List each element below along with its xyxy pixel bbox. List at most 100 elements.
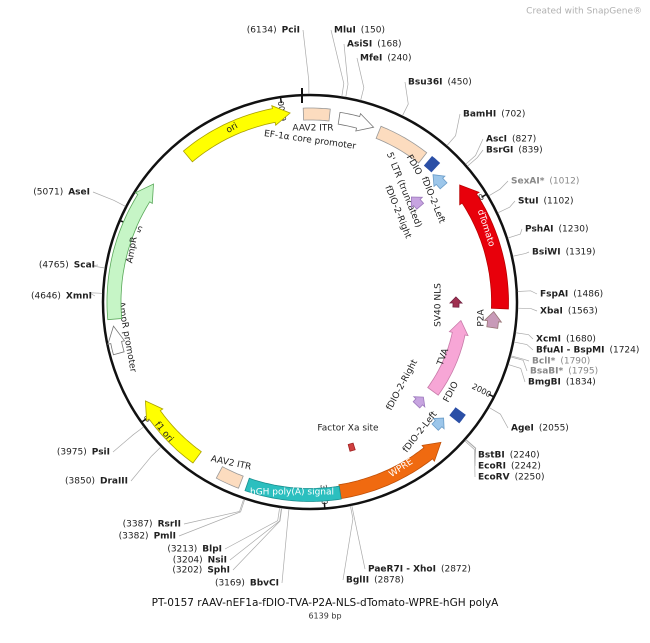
site-leader <box>446 113 461 146</box>
feature-shape <box>449 407 466 424</box>
site-position: (3202) <box>172 566 202 576</box>
site-position: (839) <box>518 146 542 156</box>
feature-shape <box>427 319 469 396</box>
site-leader <box>488 180 509 197</box>
site-name: BsrGI <box>486 146 513 156</box>
site-leader <box>465 439 476 467</box>
feature-shape <box>244 477 342 502</box>
site-name: EcoRV <box>478 473 510 483</box>
site-leader <box>351 505 366 570</box>
site-position: (3213) <box>167 545 197 555</box>
feature-shape <box>459 184 509 310</box>
site-name: BmgBI <box>528 378 561 388</box>
feature-shape <box>106 183 154 321</box>
feature-shape <box>410 196 425 210</box>
feature-label: fDIO-2-Right <box>385 358 420 413</box>
site-position: (2242) <box>511 462 541 472</box>
site-position: (2250) <box>515 473 545 483</box>
site-name: SexAI* <box>511 177 545 187</box>
site-name: ScaI <box>74 261 95 271</box>
site-position: (1563) <box>568 307 598 317</box>
site-leader <box>229 507 282 561</box>
site-position: (3387) <box>123 520 153 530</box>
scale-tick <box>141 418 147 423</box>
site-position: (1790) <box>560 357 590 367</box>
site-position: (150) <box>361 26 385 36</box>
site-leader <box>514 341 534 351</box>
feature-label: AAV2 ITR <box>210 454 252 472</box>
site-position: (1102) <box>544 197 574 207</box>
site-position: (2055) <box>539 424 569 434</box>
site-leader <box>512 251 530 257</box>
site-name: BbvCI <box>250 579 279 589</box>
site-position: (4765) <box>39 261 69 271</box>
site-name: RsrII <box>158 520 181 530</box>
feature-shape <box>182 105 291 163</box>
feature-shape <box>215 466 244 489</box>
feature-label: Factor Xa site <box>317 424 379 434</box>
site-name: BclI* <box>532 357 556 367</box>
site-position: (1724) <box>609 346 639 356</box>
site-name: MluI <box>334 26 356 36</box>
site-position: (3975) <box>57 448 87 458</box>
site-name: MfeI <box>360 54 382 64</box>
site-name: XcmI <box>536 335 561 345</box>
site-leader <box>232 508 283 571</box>
site-position: (1012) <box>549 177 579 187</box>
feature-shape <box>483 310 503 329</box>
feature-label: P2A <box>477 309 487 327</box>
site-name: SphI <box>207 566 230 576</box>
site-leader <box>281 508 290 584</box>
site-position: (1486) <box>573 290 603 300</box>
scale-tick <box>279 97 283 104</box>
site-position: (6134) <box>247 26 277 36</box>
site-position: (1230) <box>559 225 589 235</box>
site-leader <box>183 499 244 525</box>
site-position: (1319) <box>566 248 596 258</box>
site-leader <box>302 29 310 95</box>
site-leader <box>508 364 526 383</box>
feature-shape <box>375 125 428 164</box>
site-name: DraIII <box>100 477 128 487</box>
site-position: (450) <box>448 78 472 88</box>
site-name: BsiWI <box>532 248 561 258</box>
site-leader <box>517 290 538 295</box>
site-name: XbaI <box>540 307 563 317</box>
feature-label: AAV2 ITR <box>292 124 333 134</box>
site-name: BfuAI - BspMI <box>536 346 604 356</box>
scale-label: 2000 <box>470 382 492 399</box>
feature-label: hGH poly(A) signal <box>250 488 334 498</box>
site-position: (4646) <box>31 292 61 302</box>
site-name: PsiI <box>92 448 110 458</box>
site-leader <box>465 138 484 165</box>
site-name: PciI <box>282 26 300 36</box>
site-name: PmlI <box>154 532 176 542</box>
site-position: (3382) <box>119 532 149 542</box>
site-name: AscI <box>486 135 507 145</box>
feature-shape <box>347 442 356 452</box>
site-leader <box>517 307 538 312</box>
site-leader <box>356 57 365 101</box>
backbone <box>101 93 519 511</box>
feature-label: SV40 NLS <box>434 283 444 327</box>
site-name: Bsu36I <box>408 78 443 88</box>
site-leader <box>507 228 523 239</box>
site-position: (3850) <box>65 477 95 487</box>
site-position: (2872) <box>441 565 471 575</box>
site-leader <box>91 264 105 269</box>
feature-shape <box>302 107 331 122</box>
site-position: (5071) <box>33 188 63 198</box>
site-position: (2878) <box>374 576 404 586</box>
site-position: (1680) <box>566 335 596 345</box>
site-leader <box>224 507 280 550</box>
site-position: (240) <box>387 54 411 64</box>
feature-shape <box>412 396 426 409</box>
site-position: (1834) <box>566 378 596 388</box>
feature-shape <box>431 417 445 431</box>
map-title: PT-0157 rAAV-nEF1a-fDIO-TVA-P2A-NLS-dTom… <box>152 597 500 609</box>
site-position: (3204) <box>173 556 203 566</box>
site-leader <box>112 426 144 453</box>
site-leader <box>464 440 476 478</box>
site-name: BamHI <box>463 110 496 120</box>
